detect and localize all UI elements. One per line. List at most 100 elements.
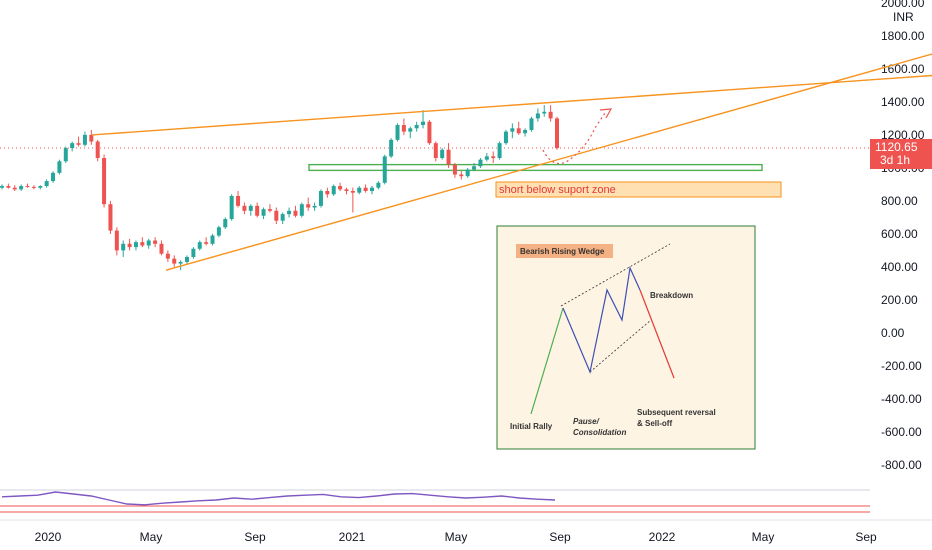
- candle: [229, 194, 234, 221]
- candle: [491, 151, 496, 163]
- candle: [178, 260, 183, 271]
- candle: [102, 154, 107, 208]
- candle: [350, 187, 355, 213]
- oscillator-pane[interactable]: [0, 489, 870, 513]
- candle: [446, 143, 451, 168]
- candle: [421, 110, 426, 129]
- candle: [484, 153, 489, 162]
- price-tick-label: 1200.00: [881, 128, 925, 142]
- candle: [63, 146, 68, 163]
- candle: [108, 200, 113, 234]
- rally-line: [530, 307, 564, 415]
- candle: [529, 116, 534, 132]
- candle: [146, 238, 151, 249]
- price-tick-label: 1600.00: [881, 62, 925, 76]
- candle: [503, 129, 508, 145]
- candle: [114, 227, 119, 256]
- candle: [382, 154, 387, 185]
- reversal-label-1: Subsequent reversal: [637, 408, 716, 417]
- inset-title-box: [516, 244, 613, 258]
- candle: [555, 116, 559, 150]
- lower-wedge-line[interactable]: [165, 53, 932, 271]
- inset-title: Bearish Rising Wedge: [520, 247, 605, 256]
- candle: [472, 162, 477, 172]
- candle: [191, 247, 196, 259]
- time-tick-label: Sep: [549, 530, 571, 544]
- candle: [535, 108, 540, 122]
- currency-label: INR: [893, 10, 914, 24]
- last-price-tag: 1120.65 3d 1h: [870, 139, 932, 169]
- candle: [338, 182, 343, 192]
- time-tick-label: May: [752, 530, 775, 544]
- candle: [401, 118, 406, 135]
- time-axis[interactable]: 2020 May Sep 2021 May Sep 2022 May Sep: [35, 530, 877, 544]
- candles: [0, 105, 559, 271]
- candle: [89, 129, 94, 145]
- reversal-label-2: & Sell-off: [637, 419, 672, 428]
- candle: [299, 202, 304, 218]
- candle: [121, 240, 126, 258]
- candle: [76, 136, 81, 147]
- candle: [236, 191, 241, 208]
- time-tick-label: 2021: [339, 530, 366, 544]
- price-tick-label: -400.00: [881, 392, 922, 406]
- candle: [248, 204, 253, 216]
- time-tick-label: Sep: [855, 530, 877, 544]
- candle: [452, 162, 457, 178]
- wedge-trendlines[interactable]: [91, 53, 932, 271]
- inset-frame: [496, 225, 756, 450]
- price-tick-label: -600.00: [881, 425, 922, 439]
- price-tick-label: 0.00: [881, 326, 905, 340]
- candle: [82, 131, 87, 147]
- candle: [0, 184, 4, 190]
- candle: [523, 128, 528, 137]
- candle: [325, 187, 330, 198]
- candle: [548, 105, 553, 122]
- candle: [6, 183, 11, 189]
- candle: [197, 240, 202, 251]
- candle: [408, 126, 413, 139]
- candle: [497, 141, 502, 160]
- pause-label-2: Consolidation: [573, 428, 626, 437]
- candle: [312, 202, 317, 211]
- candle: [389, 138, 394, 159]
- candle: [19, 184, 24, 192]
- candle: [185, 255, 189, 264]
- price-tick-label: 400.00: [881, 260, 918, 274]
- candle: [363, 184, 368, 193]
- price-tick-label: 2000.00: [881, 0, 925, 10]
- candle: [433, 141, 438, 162]
- candle: [95, 139, 100, 162]
- wedge-inset: Bearish Rising Wedge Breakdown Initial R…: [496, 225, 756, 450]
- candle: [344, 187, 349, 195]
- inset-lower-line: [589, 319, 652, 373]
- candle: [51, 171, 56, 183]
- support-zone[interactable]: [308, 163, 763, 172]
- candle: [165, 250, 170, 262]
- candle: [542, 105, 547, 117]
- candle: [57, 159, 62, 175]
- candle: [133, 240, 138, 251]
- time-tick-label: 2020: [35, 530, 62, 544]
- support-note: short below suport zone: [499, 184, 616, 196]
- time-tick-label: 2022: [649, 530, 676, 544]
- candle: [242, 202, 247, 215]
- price-tick-label: 200.00: [881, 293, 918, 307]
- candle: [223, 217, 228, 229]
- last-price-countdown: 3d 1h: [880, 153, 910, 167]
- candle: [25, 183, 30, 188]
- candle: [274, 207, 279, 225]
- time-tick-label: May: [445, 530, 468, 544]
- inset-upper-line: [560, 243, 671, 307]
- upper-wedge-line[interactable]: [91, 74, 932, 136]
- candle: [255, 202, 260, 218]
- price-tick-label: -800.00: [881, 458, 922, 472]
- support-note-box[interactable]: [495, 181, 782, 198]
- price-tick-label: 1800.00: [881, 29, 925, 43]
- price-tick-label: -200.00: [881, 359, 922, 373]
- candle: [306, 197, 311, 211]
- candle: [12, 185, 17, 192]
- price-axis[interactable]: 2000.001800.001600.001400.001200.001000.…: [881, 0, 925, 472]
- candle: [127, 238, 132, 251]
